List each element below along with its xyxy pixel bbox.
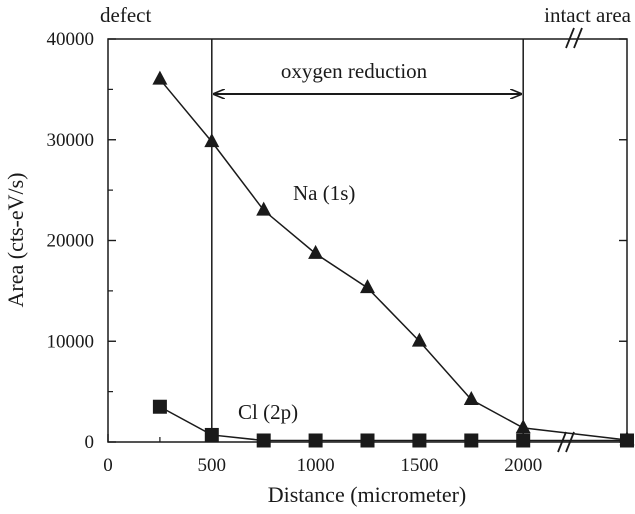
y-tick-label: 40000 (47, 29, 95, 50)
y-tick-label: 10000 (47, 331, 95, 352)
axis-break-bottom (557, 431, 575, 453)
na-series-label: Na (1s) (293, 181, 355, 205)
cl-data-point (308, 433, 323, 448)
x-tick-label: 500 (198, 455, 227, 476)
y-axis-ticks: 0 10000 20000 30000 40000 (47, 29, 627, 453)
axis-break-top (565, 27, 583, 49)
na-data-point (308, 244, 324, 259)
defect-label: defect (100, 3, 151, 27)
x-tick-label: 1000 (297, 455, 335, 476)
y-tick-label: 0 (85, 432, 95, 453)
oxygen-reduction-label: oxygen reduction (281, 59, 428, 83)
x-tick-label: 0 (103, 455, 113, 476)
y-tick-label: 20000 (47, 231, 95, 252)
x-tick-label: 1500 (400, 455, 438, 476)
region-boundaries (211, 39, 524, 442)
y-tick-label: 30000 (47, 130, 95, 151)
na-data-point (204, 133, 220, 148)
na-data-point (256, 201, 272, 216)
cl-data-point (516, 433, 531, 448)
series-markers (152, 70, 635, 448)
series-line-cl (159, 406, 627, 442)
cl-data-point (412, 433, 427, 448)
series-line-na (159, 78, 628, 441)
x-axis-title: Distance (micrometer) (268, 482, 467, 507)
cl-data-point (620, 433, 634, 448)
na-data-point (411, 332, 427, 347)
na-data-point (152, 70, 168, 85)
intact-area-label: intact area (544, 3, 632, 27)
na-data-point (515, 419, 531, 434)
cl-data-point (360, 433, 375, 448)
na-data-point (463, 391, 479, 406)
cl-data-point (464, 433, 479, 448)
cl-data-point (204, 427, 219, 442)
y-axis-title: Area (cts-eV/s) (3, 173, 28, 308)
cl-data-point (256, 433, 271, 448)
series-lines (159, 78, 628, 442)
plot-frame (107, 38, 628, 443)
cl-data-point (152, 399, 167, 414)
x-axis-ticks: 0 500 1000 1500 2000 (103, 434, 542, 476)
x-tick-label: 2000 (504, 455, 542, 476)
na-data-point (360, 279, 375, 294)
cl-series-label: Cl (2p) (238, 400, 298, 424)
